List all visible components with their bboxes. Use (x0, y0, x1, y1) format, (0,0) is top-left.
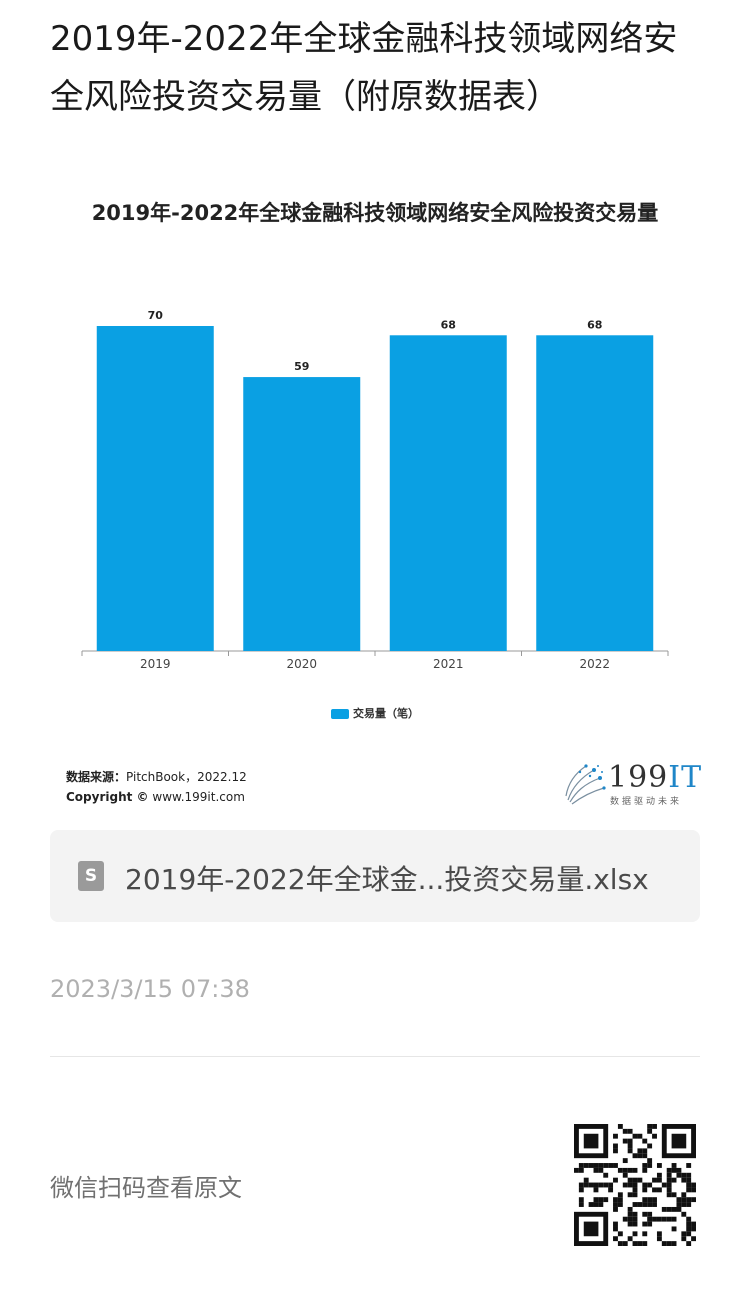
x-tick-label-2022: 2022 (579, 657, 610, 671)
bar-chart: 70 2019 59 2020 68 2021 68 2022 (81, 309, 669, 671)
bar-2020 (243, 377, 361, 651)
brand-logo: 199IT 数据驱动未来 (560, 760, 703, 810)
qr-code-icon[interactable] (574, 1124, 696, 1246)
chart-title: 2019年-2022年全球金融科技领域网络安全风险投资交易量 (91, 201, 659, 225)
attachment-file-name: 2019年-2022年全球金...投资交易量.xlsx (125, 863, 649, 896)
bar-2022 (536, 335, 654, 651)
data-label-2022: 68 (587, 318, 602, 331)
brand-suffix: IT (668, 760, 703, 795)
data-label-2019: 70 (148, 309, 164, 322)
copyright-label: Copyright © (66, 790, 149, 804)
article-title: 2019年-2022年全球金融科技领域网络安全风险投资交易量（附原数据表） (50, 19, 678, 117)
publish-timestamp: 2023/3/15 07:38 (50, 975, 250, 1003)
wechat-scan-tip: 微信扫码查看原文 (50, 1174, 242, 1202)
chart-image: 70 2019 59 2020 68 2021 68 2022 2019年-2022年全球金融… (50, 185, 703, 825)
chart-legend: 交易量（笔） (50, 705, 700, 721)
logo-burst-icon (565, 764, 606, 805)
x-tick-label-2021: 2021 (433, 657, 464, 671)
data-source: 数据来源：PitchBook，2022.12 Copyright © www.1… (66, 767, 247, 807)
data-label-2021: 68 (441, 318, 456, 331)
source-text: PitchBook，2022.12 (126, 770, 247, 784)
divider (50, 1056, 700, 1057)
copyright-text: www.199it.com (152, 790, 245, 804)
legend-swatch (331, 709, 349, 719)
source-label: 数据来源： (66, 770, 127, 784)
x-tick-label-2019: 2019 (140, 657, 171, 671)
bar-2019 (96, 326, 214, 651)
brand-slogan: 数据驱动未来 (610, 797, 683, 807)
attachment-card[interactable]: S 2019年-2022年全球金...投资交易量.xlsx (50, 830, 700, 922)
spreadsheet-file-icon: S (78, 861, 104, 891)
legend-label: 交易量（笔） (353, 707, 419, 720)
x-tick-label-2020: 2020 (286, 657, 317, 671)
bar-2021 (389, 335, 507, 651)
data-label-2020: 59 (294, 360, 309, 373)
brand-number: 199 (608, 760, 669, 795)
